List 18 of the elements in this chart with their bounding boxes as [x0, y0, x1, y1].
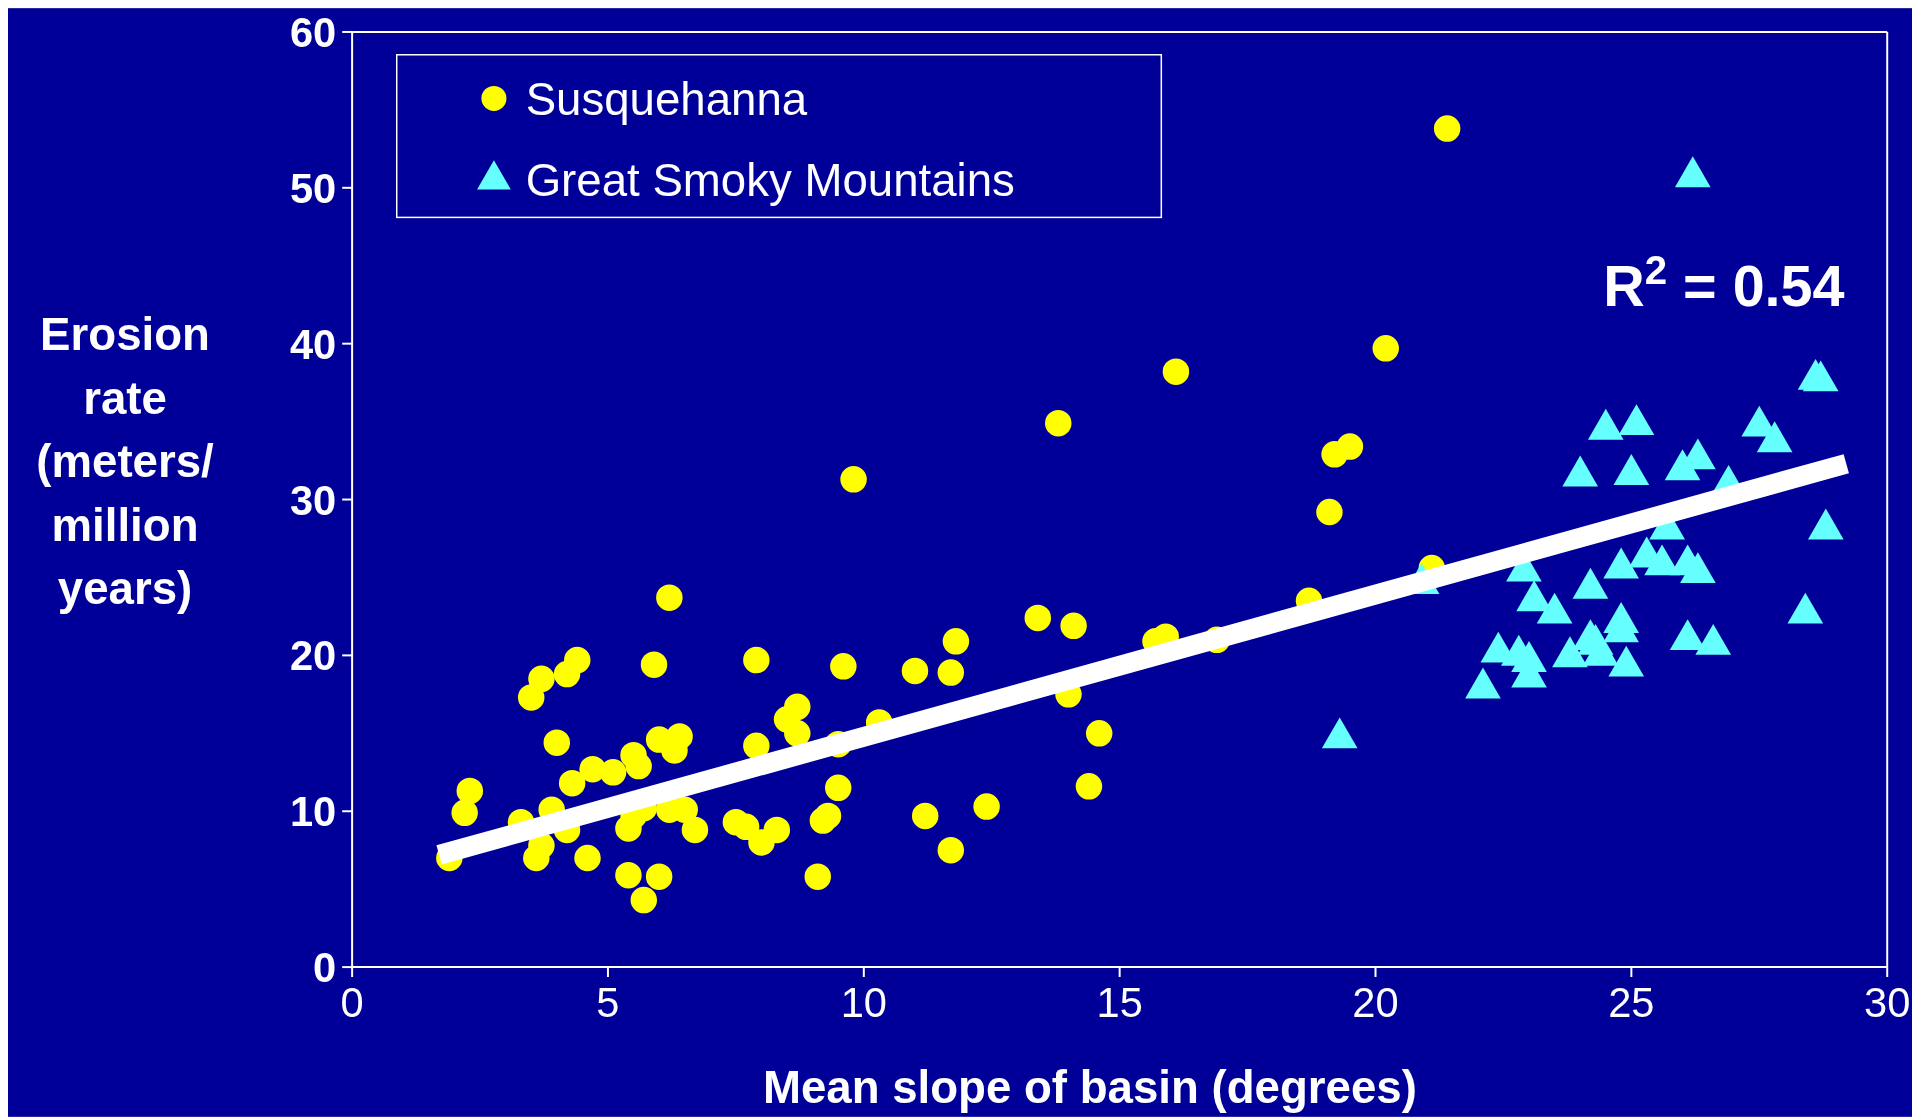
y-tick-label: 60	[289, 8, 337, 56]
y-tick-label: 20	[289, 632, 337, 680]
x-tick-label: 5	[596, 978, 620, 1026]
y-tick-label: 40	[289, 320, 337, 368]
y-tick-label: 10	[289, 788, 337, 836]
x-tick-label: 25	[1608, 978, 1655, 1026]
y-tick-label: 0	[313, 944, 337, 992]
y-axis-title: Erosion rate (meters/ million years)	[36, 309, 215, 615]
x-tick-label: 20	[1352, 978, 1399, 1026]
y-tick-label: 50	[289, 164, 337, 212]
annotation: R$^{2}$ = 0.54	[1603, 247, 1845, 318]
x-tick-label: 15	[1096, 978, 1143, 1026]
legend-label: Susquehanna	[525, 73, 808, 125]
legend-label: Great Smoky Mountains	[525, 155, 1015, 207]
x-tick-label: 10	[840, 978, 887, 1026]
y-tick-label: 30	[289, 476, 337, 524]
x-tick-label: 30	[1864, 978, 1911, 1026]
x-axis-title: Mean slope of basin (degrees)	[762, 1061, 1417, 1113]
